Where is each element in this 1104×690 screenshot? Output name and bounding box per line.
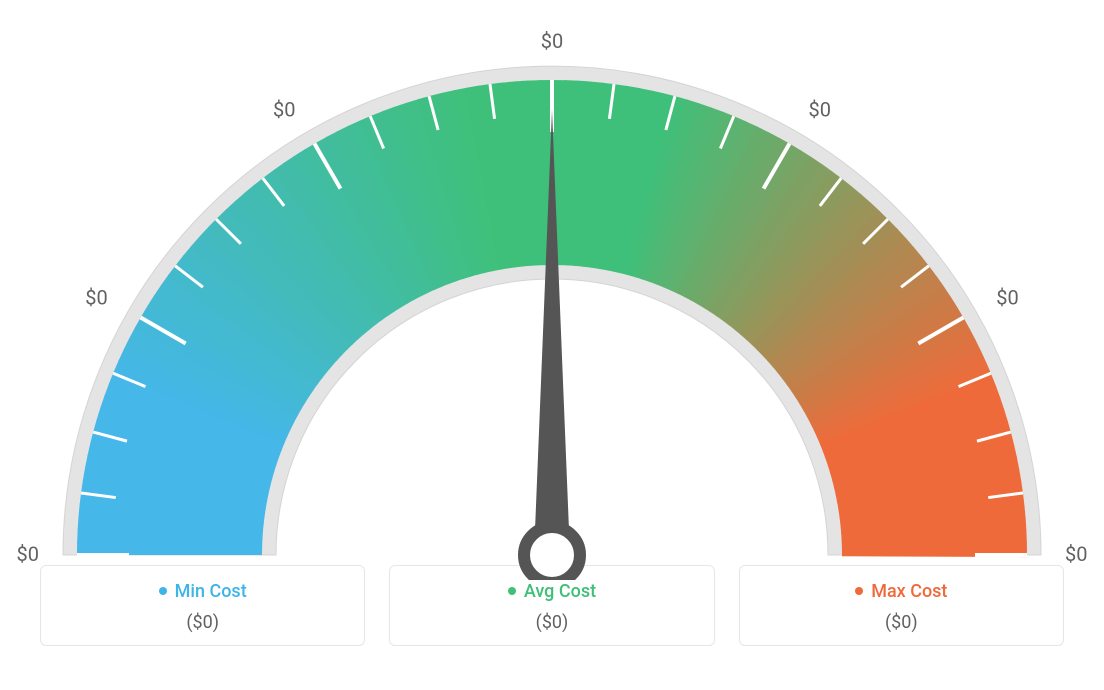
legend-max-value: ($0)	[750, 612, 1053, 633]
gauge-tick-label: $0	[541, 29, 563, 53]
gauge-svg: $0 $0 $0 $0 $0 $0 $0	[0, 10, 1104, 580]
gauge-tick-label: $0	[17, 542, 39, 566]
gauge-tick-label: $0	[273, 98, 295, 122]
legend-min-label: Min Cost	[159, 581, 247, 602]
legend-avg-value: ($0)	[400, 612, 703, 633]
gauge-tick-label: $0	[85, 286, 107, 310]
gauge-tick-label: $0	[1065, 542, 1087, 566]
legend-min-value: ($0)	[51, 612, 354, 633]
gauge-tick-label: $0	[996, 286, 1018, 310]
legend-avg-label: Avg Cost	[508, 581, 596, 602]
cost-gauge-container: $0 $0 $0 $0 $0 $0 $0 Min Cost ($0) Avg Cost ($…	[0, 0, 1104, 690]
gauge-needle-hub	[524, 527, 580, 580]
gauge-chart: $0$0$0$0$0$0$0	[0, 0, 1104, 560]
gauge-tick-label: $0	[809, 98, 831, 122]
legend-max-label: Max Cost	[855, 581, 947, 602]
